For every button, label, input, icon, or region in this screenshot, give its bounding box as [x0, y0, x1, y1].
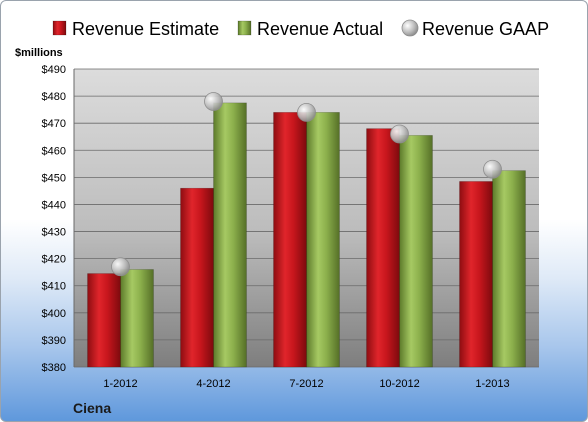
y-tick-label: $390	[42, 335, 66, 347]
gaap-markers	[111, 92, 502, 277]
gaap-marker	[111, 257, 130, 277]
bars	[87, 102, 526, 368]
y-axis-label: $millions	[15, 47, 63, 59]
estimate-bar	[180, 187, 214, 368]
legend: Revenue Estimate Revenue Actual Revenue GA…	[52, 19, 549, 39]
legend-swatch	[52, 20, 67, 36]
legend-swatch	[401, 19, 419, 37]
y-tick-label: $400	[42, 308, 66, 320]
actual-bar	[120, 269, 154, 368]
y-tick-label: $460	[42, 145, 66, 157]
actual-bar	[399, 135, 433, 368]
actual-bar	[492, 170, 526, 368]
estimate-bar	[87, 273, 121, 368]
actual-bar	[213, 102, 247, 368]
y-axis-ticks: $380 $390 $400 $410 $420 $430 $440 $450 $460 $470…	[42, 64, 66, 374]
y-tick-label: $430	[42, 227, 66, 239]
legend-label: Revenue GAAP	[422, 19, 549, 39]
x-tick-label: 1-2013	[475, 378, 509, 390]
y-tick-label: $440	[42, 199, 66, 211]
gaap-marker	[390, 124, 409, 144]
y-tick-label: $380	[42, 362, 66, 374]
x-tick-label: 7-2012	[289, 378, 323, 390]
x-tick-label: 1-2012	[103, 378, 137, 390]
y-tick-label: $480	[42, 91, 66, 103]
y-tick-label: $490	[42, 64, 66, 76]
legend-label: Revenue Estimate	[72, 19, 219, 39]
x-axis-ticks: 1-2012 4-2012 7-2012 10-2012 1-2013	[103, 378, 509, 390]
y-tick-label: $420	[42, 254, 66, 266]
y-tick-label: $450	[42, 172, 66, 184]
gaap-marker	[297, 102, 316, 122]
x-tick-label: 10-2012	[379, 378, 419, 390]
x-tick-label: 4-2012	[196, 378, 230, 390]
legend-swatch	[237, 20, 252, 36]
y-tick-label: $470	[42, 118, 66, 130]
company-name: Ciena	[73, 400, 111, 416]
legend-label: Revenue Actual	[257, 19, 383, 39]
y-tick-label: $410	[42, 281, 66, 293]
actual-bar	[306, 112, 340, 368]
gaap-marker	[204, 92, 223, 111]
estimate-bar	[459, 181, 493, 368]
estimate-bar	[273, 112, 307, 368]
gaap-marker	[483, 159, 502, 179]
estimate-bar	[366, 128, 400, 368]
